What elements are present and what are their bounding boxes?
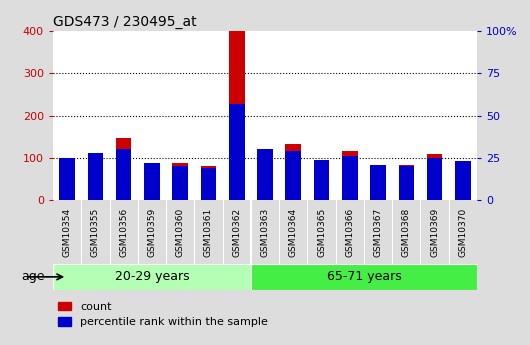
- Bar: [201, 168, 216, 200]
- Text: GSM10368: GSM10368: [402, 207, 411, 257]
- Bar: [455, 166, 471, 200]
- Text: GSM10355: GSM10355: [91, 207, 100, 257]
- Bar: [172, 163, 188, 200]
- Bar: [251, 264, 477, 290]
- Text: GSM10369: GSM10369: [430, 207, 439, 257]
- Bar: [286, 144, 301, 200]
- Bar: [229, 31, 244, 200]
- Text: GSM10354: GSM10354: [63, 207, 72, 257]
- Bar: [59, 158, 75, 200]
- Legend: count, percentile rank within the sample: count, percentile rank within the sample: [53, 297, 272, 332]
- Bar: [116, 149, 131, 200]
- Bar: [342, 151, 358, 200]
- Bar: [59, 158, 75, 200]
- Text: 65-71 years: 65-71 years: [326, 270, 401, 283]
- Text: GSM10366: GSM10366: [346, 207, 354, 257]
- Bar: [144, 166, 160, 200]
- Bar: [314, 164, 329, 200]
- Bar: [427, 154, 443, 200]
- Bar: [87, 153, 103, 200]
- Bar: [53, 264, 251, 290]
- Bar: [87, 153, 103, 200]
- Bar: [144, 163, 160, 200]
- Text: GSM10361: GSM10361: [204, 207, 213, 257]
- Text: GSM10362: GSM10362: [232, 207, 241, 257]
- Bar: [370, 168, 386, 200]
- Bar: [201, 166, 216, 200]
- Bar: [370, 165, 386, 200]
- Text: GSM10360: GSM10360: [176, 207, 184, 257]
- Bar: [229, 104, 244, 200]
- Text: GSM10359: GSM10359: [147, 207, 156, 257]
- Bar: [399, 166, 414, 200]
- Text: 20-29 years: 20-29 years: [114, 270, 189, 283]
- Bar: [257, 155, 273, 200]
- Text: age: age: [22, 270, 45, 283]
- Bar: [399, 166, 414, 200]
- Bar: [427, 158, 443, 200]
- Text: GSM10365: GSM10365: [317, 207, 326, 257]
- Bar: [116, 138, 131, 200]
- Bar: [172, 166, 188, 200]
- Bar: [314, 159, 329, 200]
- Text: GSM10370: GSM10370: [458, 207, 467, 257]
- Bar: [342, 156, 358, 200]
- Text: GDS473 / 230495_at: GDS473 / 230495_at: [53, 14, 197, 29]
- Text: GSM10363: GSM10363: [261, 207, 269, 257]
- Text: GSM10364: GSM10364: [289, 207, 298, 257]
- Text: GSM10367: GSM10367: [374, 207, 383, 257]
- Bar: [257, 149, 273, 200]
- Bar: [455, 161, 471, 200]
- Text: GSM10356: GSM10356: [119, 207, 128, 257]
- Bar: [286, 151, 301, 200]
